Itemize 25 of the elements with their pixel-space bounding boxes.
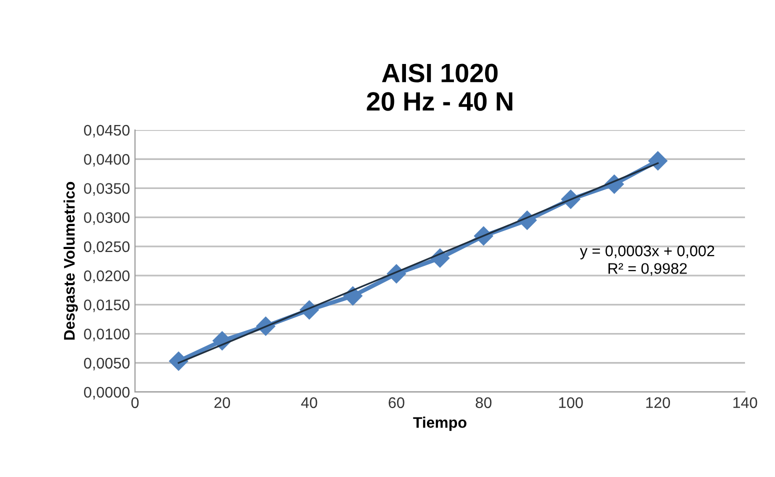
point (343, 286, 362, 306)
point (169, 352, 188, 371)
y-tick-label: 0,0000 (84, 386, 130, 400)
y-tick-label: 0,0050 (84, 358, 130, 370)
y-tick-label: 0,0400 (84, 154, 130, 167)
x-tick-label: 20 (214, 397, 230, 408)
x-tick-label: 0 (131, 397, 139, 408)
y-tick-label: 0,0250 (84, 241, 130, 254)
y-tick-label: 0,0350 (84, 183, 130, 196)
y-tick-label: 0,0150 (84, 300, 130, 312)
x-tick-label: 40 (301, 397, 318, 408)
y-axis-title: Desgaste Volumetrico (64, 182, 78, 340)
chart-title: AISI 1020 20 Hz - 40 N (366, 64, 512, 111)
x-tick-label: 140 (733, 397, 758, 408)
x-tick-label: 100 (559, 397, 583, 408)
annotation: y = 0,0003x + 0,002 R² = 0,9982 (580, 246, 714, 276)
y-tick-label: 0,0200 (84, 270, 130, 284)
y-tick-label: 0,0100 (84, 328, 130, 342)
y-tick-label: 0,0300 (84, 212, 130, 225)
point (648, 151, 668, 170)
x-tick-label: 80 (476, 397, 492, 408)
x-tick-label: 60 (388, 397, 404, 408)
x-tick-label: 120 (646, 397, 670, 408)
x-axis-title: Tiempo (413, 416, 466, 431)
y-tick-label: 0,0450 (84, 124, 130, 138)
